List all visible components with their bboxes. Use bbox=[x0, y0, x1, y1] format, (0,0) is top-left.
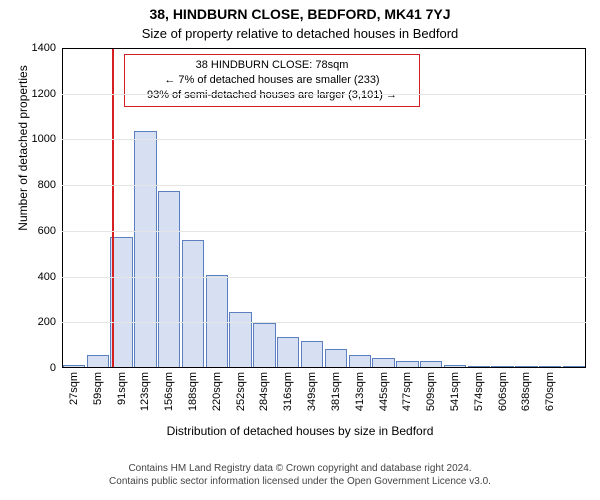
x-tick-label: 156sqm bbox=[163, 368, 175, 418]
x-tick-label: 477sqm bbox=[401, 368, 413, 418]
x-tick-label: 574sqm bbox=[473, 368, 485, 418]
x-tick-label: 381sqm bbox=[330, 368, 342, 418]
y-tick-label: 1200 bbox=[32, 88, 62, 100]
legend-box: 38 HINDBURN CLOSE: 78sqm← 7% of detached… bbox=[124, 54, 420, 107]
bar bbox=[372, 358, 394, 368]
x-tick-label: 252sqm bbox=[235, 368, 247, 418]
y-tick-label: 600 bbox=[38, 225, 62, 237]
reference-line bbox=[112, 48, 114, 368]
x-tick-label: 413sqm bbox=[354, 368, 366, 418]
y-tick-label: 200 bbox=[38, 316, 62, 328]
footer-attribution: Contains HM Land Registry data © Crown c… bbox=[0, 462, 600, 488]
y-tick-label: 800 bbox=[38, 179, 62, 191]
y-axis-label: Number of detached properties bbox=[16, 0, 30, 308]
x-tick-label: 188sqm bbox=[187, 368, 199, 418]
x-tick-label: 59sqm bbox=[92, 368, 104, 418]
plot-area: 38 HINDBURN CLOSE: 78sqm← 7% of detached… bbox=[62, 48, 586, 368]
x-tick-label: 123sqm bbox=[139, 368, 151, 418]
bar bbox=[420, 361, 442, 368]
bar bbox=[87, 355, 109, 368]
y-tick-label: 0 bbox=[50, 362, 62, 374]
y-tick-label: 400 bbox=[38, 271, 62, 283]
bar bbox=[253, 323, 275, 368]
bar bbox=[563, 366, 585, 368]
legend-line: 38 HINDBURN CLOSE: 78sqm bbox=[131, 58, 413, 73]
y-tick-label: 1000 bbox=[32, 133, 62, 145]
bar bbox=[158, 191, 180, 368]
x-tick-label: 91sqm bbox=[116, 368, 128, 418]
x-tick-label: 509sqm bbox=[425, 368, 437, 418]
x-tick-label: 284sqm bbox=[258, 368, 270, 418]
chart-container: 38, HINDBURN CLOSE, BEDFORD, MK41 7YJ Si… bbox=[0, 0, 600, 500]
bar bbox=[301, 341, 323, 368]
y-tick-label: 1400 bbox=[32, 42, 62, 54]
footer-line: Contains HM Land Registry data © Crown c… bbox=[20, 462, 580, 475]
chart-subtitle: Size of property relative to detached ho… bbox=[0, 26, 600, 41]
legend-line: ← 7% of detached houses are smaller (233… bbox=[131, 73, 413, 88]
x-tick-label: 670sqm bbox=[544, 368, 556, 418]
legend-line: 93% of semi-detached houses are larger (… bbox=[131, 88, 413, 103]
x-tick-label: 541sqm bbox=[449, 368, 461, 418]
x-tick-label: 445sqm bbox=[378, 368, 390, 418]
bar bbox=[229, 312, 251, 368]
bar bbox=[277, 337, 299, 368]
chart-title: 38, HINDBURN CLOSE, BEDFORD, MK41 7YJ bbox=[0, 6, 600, 22]
x-tick-label: 606sqm bbox=[497, 368, 509, 418]
x-tick-label: 316sqm bbox=[282, 368, 294, 418]
bar bbox=[349, 355, 371, 368]
bar bbox=[325, 349, 347, 368]
x-tick-label: 638sqm bbox=[520, 368, 532, 418]
footer-line: Contains public sector information licen… bbox=[20, 475, 580, 488]
x-axis-label: Distribution of detached houses by size … bbox=[0, 424, 600, 438]
bar bbox=[134, 131, 156, 368]
x-tick-label: 220sqm bbox=[211, 368, 223, 418]
bar bbox=[182, 240, 204, 368]
x-tick-label: 27sqm bbox=[68, 368, 80, 418]
bar bbox=[396, 361, 418, 368]
x-tick-label: 349sqm bbox=[306, 368, 318, 418]
